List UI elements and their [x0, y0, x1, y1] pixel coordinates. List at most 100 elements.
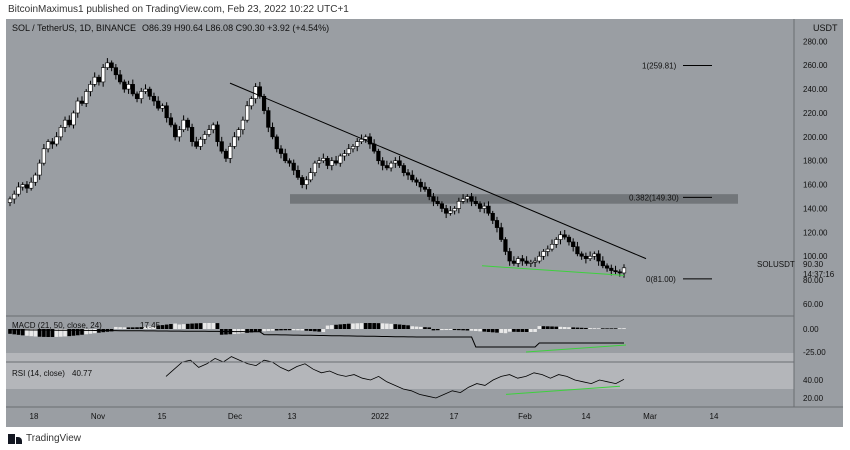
- candle: [278, 145, 284, 159]
- macd-histogram-bar: [406, 325, 410, 329]
- candle-body: [575, 246, 580, 255]
- candle: [321, 153, 326, 164]
- candle-body: [257, 86, 262, 97]
- macd-tick-label: 0.00: [803, 325, 819, 334]
- candle: [194, 136, 199, 149]
- candle: [236, 127, 241, 141]
- candle-body: [562, 234, 567, 238]
- candle-body: [20, 184, 25, 188]
- candle: [75, 97, 80, 118]
- candle-body: [325, 158, 330, 166]
- macd-histogram-bar: [368, 323, 372, 329]
- macd-histogram-bar: [554, 326, 559, 329]
- candle: [249, 96, 254, 110]
- time-tick-label: 2022: [371, 412, 389, 421]
- price-tick-label: 60.00: [803, 300, 824, 309]
- candle: [520, 255, 525, 266]
- macd-histogram-bar: [75, 329, 80, 336]
- macd-histogram-bar: [359, 323, 364, 329]
- macd-histogram-bar: [444, 329, 448, 331]
- macd-histogram-bar: [571, 327, 575, 329]
- candle: [151, 92, 157, 106]
- candle: [62, 116, 68, 133]
- candle: [291, 159, 296, 176]
- macd-histogram-bar: [529, 329, 533, 332]
- macd-histogram-bar: [385, 323, 389, 329]
- candle-body: [524, 260, 529, 264]
- macd-histogram-bar: [84, 329, 89, 335]
- candle-body: [596, 253, 601, 262]
- macd-histogram-bar: [143, 326, 148, 329]
- candle: [613, 265, 618, 275]
- macd-histogram-bar: [558, 326, 563, 329]
- macd-histogram-bar: [473, 329, 478, 332]
- candle-body: [67, 119, 72, 126]
- candle: [16, 182, 21, 197]
- candle-body: [223, 150, 229, 159]
- candle: [604, 263, 610, 272]
- candle-body: [566, 236, 572, 243]
- candle-body: [96, 76, 102, 83]
- macd-histogram-bar: [211, 323, 216, 329]
- candle-body: [198, 138, 203, 147]
- candle-body: [359, 138, 364, 142]
- candle: [393, 157, 398, 168]
- macd-histogram-bar: [363, 323, 368, 329]
- candle: [58, 124, 63, 141]
- candle-body: [588, 255, 593, 259]
- candle-body: [194, 141, 199, 147]
- candle-body: [384, 165, 389, 169]
- candle-body: [613, 270, 618, 273]
- time-tick-label: 17: [450, 412, 459, 421]
- macd-histogram-bar: [486, 329, 491, 332]
- rsi-line: [165, 356, 625, 399]
- candle: [206, 124, 212, 137]
- candle: [372, 139, 377, 154]
- macd-histogram-bar: [562, 327, 567, 329]
- macd-histogram-bar: [139, 327, 144, 329]
- candle-body: [33, 174, 38, 183]
- candle: [482, 202, 487, 214]
- macd-tick-label: -25.00: [803, 348, 826, 357]
- annotation-layer: 1(259.81) 0.382(149.30) 0(81.00): [629, 61, 712, 284]
- macd-histogram-bar: [355, 323, 360, 329]
- macd-histogram-bar: [16, 329, 21, 335]
- candle-body: [232, 136, 237, 147]
- candle: [46, 139, 51, 153]
- price-tick-label: 240.00: [803, 85, 828, 94]
- time-tick-label: Nov: [91, 412, 105, 421]
- candle: [143, 84, 148, 94]
- macd-histogram-bar: [156, 325, 161, 329]
- macd-histogram-bar: [169, 324, 173, 329]
- candle-body: [418, 181, 423, 188]
- candle: [24, 181, 30, 193]
- last-price-value: 90.30: [803, 260, 824, 269]
- support-line: [481, 265, 625, 276]
- time-tick-label: 13: [288, 412, 297, 421]
- candle: [283, 148, 288, 164]
- candle: [173, 122, 178, 141]
- candle: [511, 256, 517, 266]
- candle: [444, 204, 449, 219]
- macd-histogram-bar: [270, 329, 275, 331]
- candle: [101, 64, 106, 87]
- candle-body: [308, 172, 313, 181]
- candle: [308, 167, 313, 183]
- chart-svg[interactable]: 1(259.81) 0.382(149.30) 0(81.00) 0.00 -25.0…: [6, 19, 843, 427]
- macd-histogram-bar: [88, 329, 93, 334]
- candle: [223, 148, 229, 162]
- macd-histogram-bar: [25, 329, 29, 336]
- macd-histogram-bar: [160, 325, 165, 329]
- macd-histogram-bar: [131, 327, 135, 329]
- time-tick-label: 18: [30, 412, 39, 421]
- candle: [168, 112, 174, 128]
- candle-body: [422, 186, 428, 190]
- trendline-layer: [229, 82, 647, 276]
- candle-body: [321, 158, 326, 162]
- candle: [71, 110, 76, 129]
- candle: [389, 160, 394, 172]
- candle-body: [143, 88, 148, 92]
- candle: [317, 157, 322, 168]
- macd-histogram-bar: [29, 329, 33, 337]
- candle: [477, 201, 483, 213]
